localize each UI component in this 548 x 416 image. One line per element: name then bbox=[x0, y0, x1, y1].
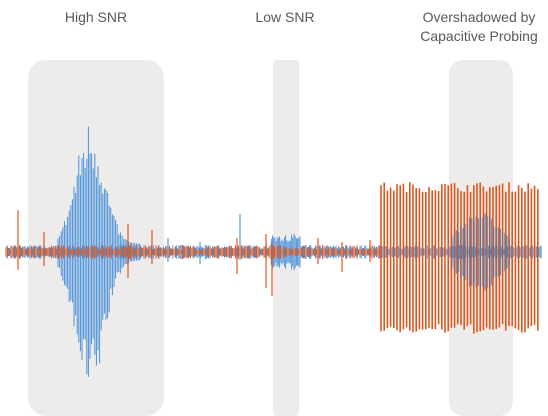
label-high-snr: High SNR bbox=[64, 9, 128, 25]
label-overshadowed: Overshadowed by Capacitive Probing bbox=[410, 8, 548, 46]
label-low-snr: Low SNR bbox=[255, 9, 315, 25]
label-overshadowed-line2: Capacitive Probing bbox=[420, 28, 538, 44]
label-overshadowed-line1: Overshadowed by bbox=[422, 9, 536, 25]
blue-signal-overlay bbox=[451, 213, 510, 291]
